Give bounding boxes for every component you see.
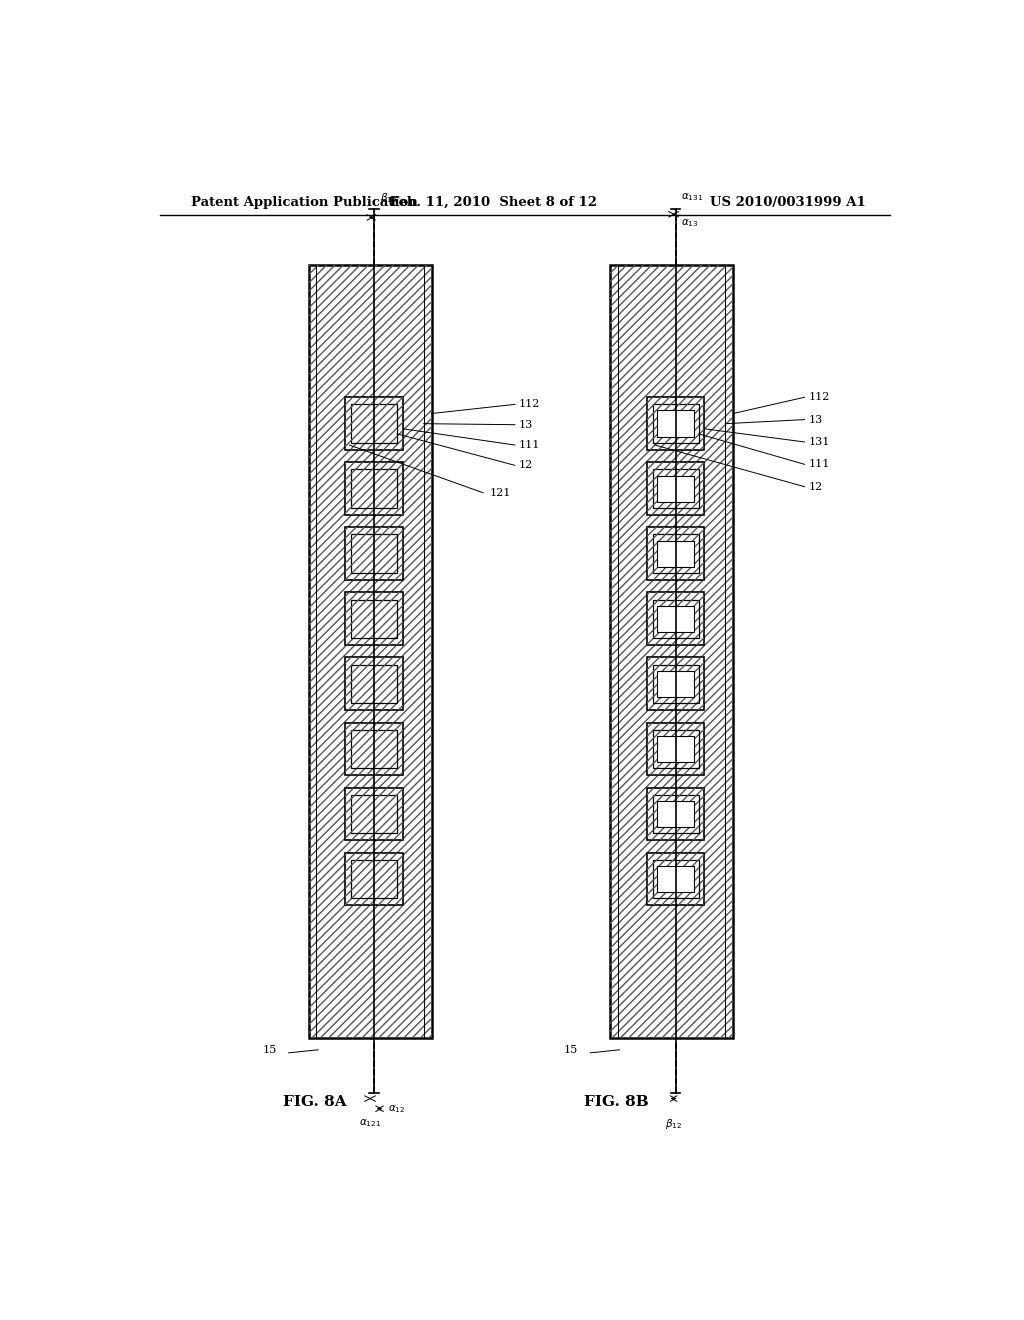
Bar bbox=[647, 853, 705, 906]
Bar bbox=[351, 664, 397, 704]
Text: 131: 131 bbox=[809, 437, 829, 447]
Bar bbox=[345, 528, 402, 581]
Text: US 2010/0031999 A1: US 2010/0031999 A1 bbox=[711, 195, 866, 209]
Bar bbox=[652, 730, 698, 768]
Bar bbox=[345, 593, 402, 645]
Bar bbox=[657, 541, 694, 568]
Bar bbox=[647, 462, 705, 515]
Bar bbox=[652, 599, 698, 638]
Bar bbox=[647, 593, 705, 645]
Bar bbox=[647, 722, 705, 775]
Bar bbox=[652, 404, 698, 444]
Bar bbox=[351, 535, 397, 573]
Text: 112: 112 bbox=[809, 392, 829, 403]
Bar bbox=[345, 397, 402, 450]
Bar bbox=[647, 528, 705, 581]
Text: 121: 121 bbox=[489, 488, 511, 498]
Bar bbox=[657, 606, 694, 632]
Bar bbox=[647, 397, 705, 450]
Bar bbox=[610, 265, 733, 1038]
Text: $\alpha_{131}$: $\alpha_{131}$ bbox=[681, 191, 703, 203]
Text: 13: 13 bbox=[519, 420, 534, 430]
Text: 111: 111 bbox=[519, 440, 541, 450]
Bar bbox=[351, 795, 397, 833]
Bar bbox=[351, 599, 397, 638]
Bar bbox=[647, 657, 705, 710]
Bar bbox=[345, 528, 402, 581]
Bar bbox=[652, 535, 698, 573]
Bar bbox=[345, 788, 402, 841]
Bar bbox=[351, 404, 397, 444]
Bar bbox=[652, 795, 698, 833]
Bar bbox=[345, 462, 402, 515]
Bar bbox=[345, 397, 402, 450]
Bar bbox=[657, 475, 694, 502]
Text: $\alpha_{121}$: $\alpha_{121}$ bbox=[359, 1117, 381, 1129]
Text: 111: 111 bbox=[809, 459, 829, 470]
Bar bbox=[647, 528, 705, 581]
Bar bbox=[345, 593, 402, 645]
Bar bbox=[345, 853, 402, 906]
Bar bbox=[652, 470, 698, 508]
Text: 12: 12 bbox=[519, 461, 534, 470]
Bar bbox=[345, 657, 402, 710]
Bar bbox=[657, 735, 694, 762]
Bar bbox=[652, 730, 698, 768]
Text: $\alpha_{13}$: $\alpha_{13}$ bbox=[681, 218, 698, 230]
Bar bbox=[657, 671, 694, 697]
Bar bbox=[351, 404, 397, 444]
Bar bbox=[351, 470, 397, 508]
Bar bbox=[647, 657, 705, 710]
Bar bbox=[308, 265, 431, 1038]
Bar bbox=[351, 535, 397, 573]
Text: 15: 15 bbox=[564, 1045, 579, 1055]
Text: FIG. 8A: FIG. 8A bbox=[283, 1094, 346, 1109]
Bar bbox=[657, 866, 694, 892]
Bar bbox=[351, 470, 397, 508]
Bar bbox=[345, 462, 402, 515]
Bar bbox=[351, 859, 397, 899]
Text: 13: 13 bbox=[809, 414, 822, 425]
Bar bbox=[345, 657, 402, 710]
Bar bbox=[652, 795, 698, 833]
Bar bbox=[652, 664, 698, 704]
Bar bbox=[345, 788, 402, 841]
Bar bbox=[647, 788, 705, 841]
Bar bbox=[647, 593, 705, 645]
Bar bbox=[652, 404, 698, 444]
Bar bbox=[345, 853, 402, 906]
Text: 12: 12 bbox=[809, 482, 822, 491]
Bar bbox=[657, 411, 694, 437]
Text: $\alpha_{12}$: $\alpha_{12}$ bbox=[388, 1102, 406, 1114]
Text: Feb. 11, 2010  Sheet 8 of 12: Feb. 11, 2010 Sheet 8 of 12 bbox=[389, 195, 597, 209]
Bar bbox=[652, 535, 698, 573]
Bar bbox=[647, 462, 705, 515]
Bar bbox=[351, 859, 397, 899]
Bar bbox=[647, 788, 705, 841]
Bar bbox=[652, 599, 698, 638]
Bar bbox=[652, 664, 698, 704]
Bar bbox=[647, 853, 705, 906]
Bar bbox=[351, 599, 397, 638]
Bar bbox=[610, 265, 733, 1038]
Bar bbox=[351, 730, 397, 768]
Bar bbox=[652, 859, 698, 899]
Bar bbox=[351, 730, 397, 768]
Text: 15: 15 bbox=[262, 1045, 276, 1055]
Bar bbox=[345, 722, 402, 775]
Bar bbox=[657, 801, 694, 828]
Bar bbox=[647, 722, 705, 775]
Bar bbox=[308, 265, 431, 1038]
Text: FIG. 8B: FIG. 8B bbox=[584, 1094, 648, 1109]
Text: $\beta_{13}$: $\beta_{13}$ bbox=[380, 191, 397, 205]
Bar bbox=[351, 664, 397, 704]
Bar bbox=[652, 470, 698, 508]
Bar bbox=[647, 397, 705, 450]
Bar bbox=[652, 859, 698, 899]
Bar bbox=[345, 722, 402, 775]
Text: $\beta_{12}$: $\beta_{12}$ bbox=[665, 1117, 682, 1131]
Text: 112: 112 bbox=[519, 400, 541, 409]
Text: Patent Application Publication: Patent Application Publication bbox=[191, 195, 418, 209]
Bar bbox=[351, 795, 397, 833]
